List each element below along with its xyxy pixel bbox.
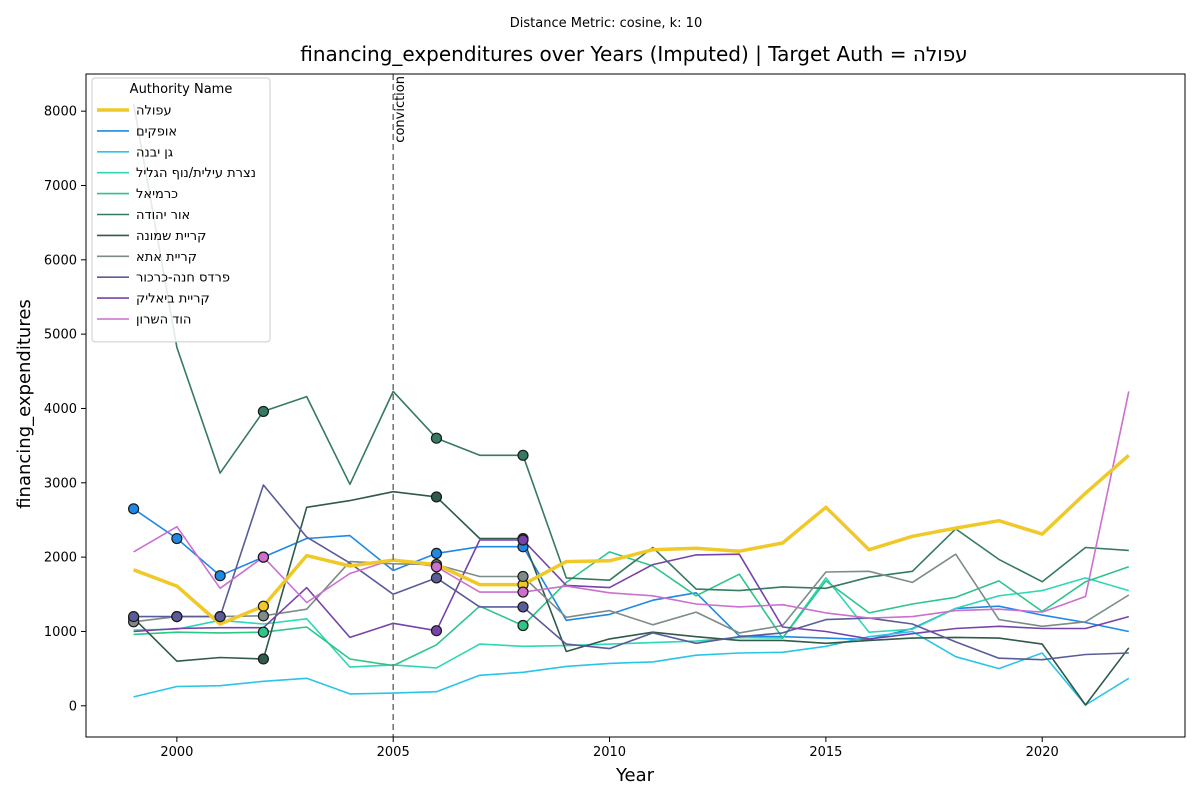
series-line (132, 103, 1129, 592)
imputed-point (127, 503, 140, 515)
x-tick-label: 2020 (1026, 745, 1059, 760)
imputed-point (257, 600, 269, 612)
imputed-point (517, 449, 529, 461)
legend-label: עפולה (136, 104, 172, 119)
y-tick-label: 5000 (44, 328, 77, 343)
series-line (133, 630, 1130, 706)
imputed-point (214, 570, 226, 582)
legend: Authority Name עפולה אופקים גן יבנה נצרת עיל… (91, 77, 271, 343)
y-tick-label: 6000 (44, 253, 77, 268)
x-tick-label: 2015 (809, 745, 842, 760)
x-tick-label: 2000 (160, 745, 193, 760)
imputed-point (257, 610, 269, 622)
legend-label: הוד השרון (136, 313, 191, 328)
imputed-point (257, 653, 269, 665)
legend-label: כרמיאל (136, 187, 178, 202)
series-layer (132, 103, 1130, 706)
imputed-point (214, 610, 226, 623)
legend-label: קריית ביאליק (136, 292, 210, 307)
x-tick-label: 2010 (593, 745, 626, 760)
legend-label: נצרת עילית/נוף הגליל (136, 166, 256, 181)
chart-suptitle: Distance Metric: cosine, k: 10 (510, 16, 702, 31)
imputed-point (127, 610, 140, 623)
chart-title: financing_expenditures over Years (Imput… (300, 42, 967, 66)
imputed-point (430, 625, 443, 637)
legend-label: אור יהודה (136, 208, 190, 223)
vline-layer: conviction (392, 74, 408, 737)
y-tick-label: 1000 (44, 625, 77, 640)
y-axis: 0 1000 2000 3000 4000 5000 6000 7000 8000 (44, 105, 86, 714)
legend-label: קריית אתא (136, 250, 197, 265)
imputed-point (171, 532, 183, 545)
imputed-point (257, 626, 269, 638)
legend-label: גן יבנה (136, 145, 173, 160)
series-line (133, 553, 1130, 634)
conviction-label: conviction (393, 76, 408, 143)
imputed-point (517, 586, 529, 598)
series-line (133, 490, 1130, 706)
y-axis-title: financing_expenditures (14, 299, 35, 509)
y-tick-label: 7000 (44, 179, 77, 194)
y-tick-label: 4000 (44, 402, 77, 417)
imputed-point (430, 561, 443, 573)
series-line (133, 391, 1130, 619)
x-axis: 2000 2005 2010 2015 2020 (160, 737, 1059, 760)
imputed-point (517, 619, 529, 632)
imputed-point (517, 570, 529, 583)
series-line (132, 453, 1130, 626)
plot-frame (85, 73, 1186, 738)
legend-box (91, 77, 271, 343)
imputed-point (430, 547, 443, 560)
series-line (133, 508, 1129, 641)
y-tick-label: 2000 (44, 551, 77, 566)
x-axis-title: Year (615, 765, 655, 786)
legend-label: פרדס חנה-כרכור (136, 271, 230, 286)
imputed-point (257, 405, 269, 418)
x-tick-label: 2005 (377, 745, 410, 760)
legend-label: אופקים (136, 124, 177, 139)
y-tick-label: 8000 (44, 105, 77, 120)
imputed-point (517, 601, 529, 613)
marker-layer (127, 405, 529, 665)
imputed-point (171, 610, 183, 623)
imputed-point (517, 534, 529, 546)
y-tick-label: 3000 (44, 476, 77, 491)
imputed-point (430, 572, 443, 584)
series-line (133, 577, 1130, 669)
y-tick-label: 0 (69, 699, 77, 714)
imputed-point (430, 432, 443, 444)
series-line (133, 484, 1129, 661)
legend-label: קריית שמונה (136, 229, 206, 244)
imputed-point (257, 551, 269, 563)
series-line (133, 551, 1130, 667)
legend-title: Authority Name (130, 82, 233, 97)
imputed-point (430, 491, 443, 503)
